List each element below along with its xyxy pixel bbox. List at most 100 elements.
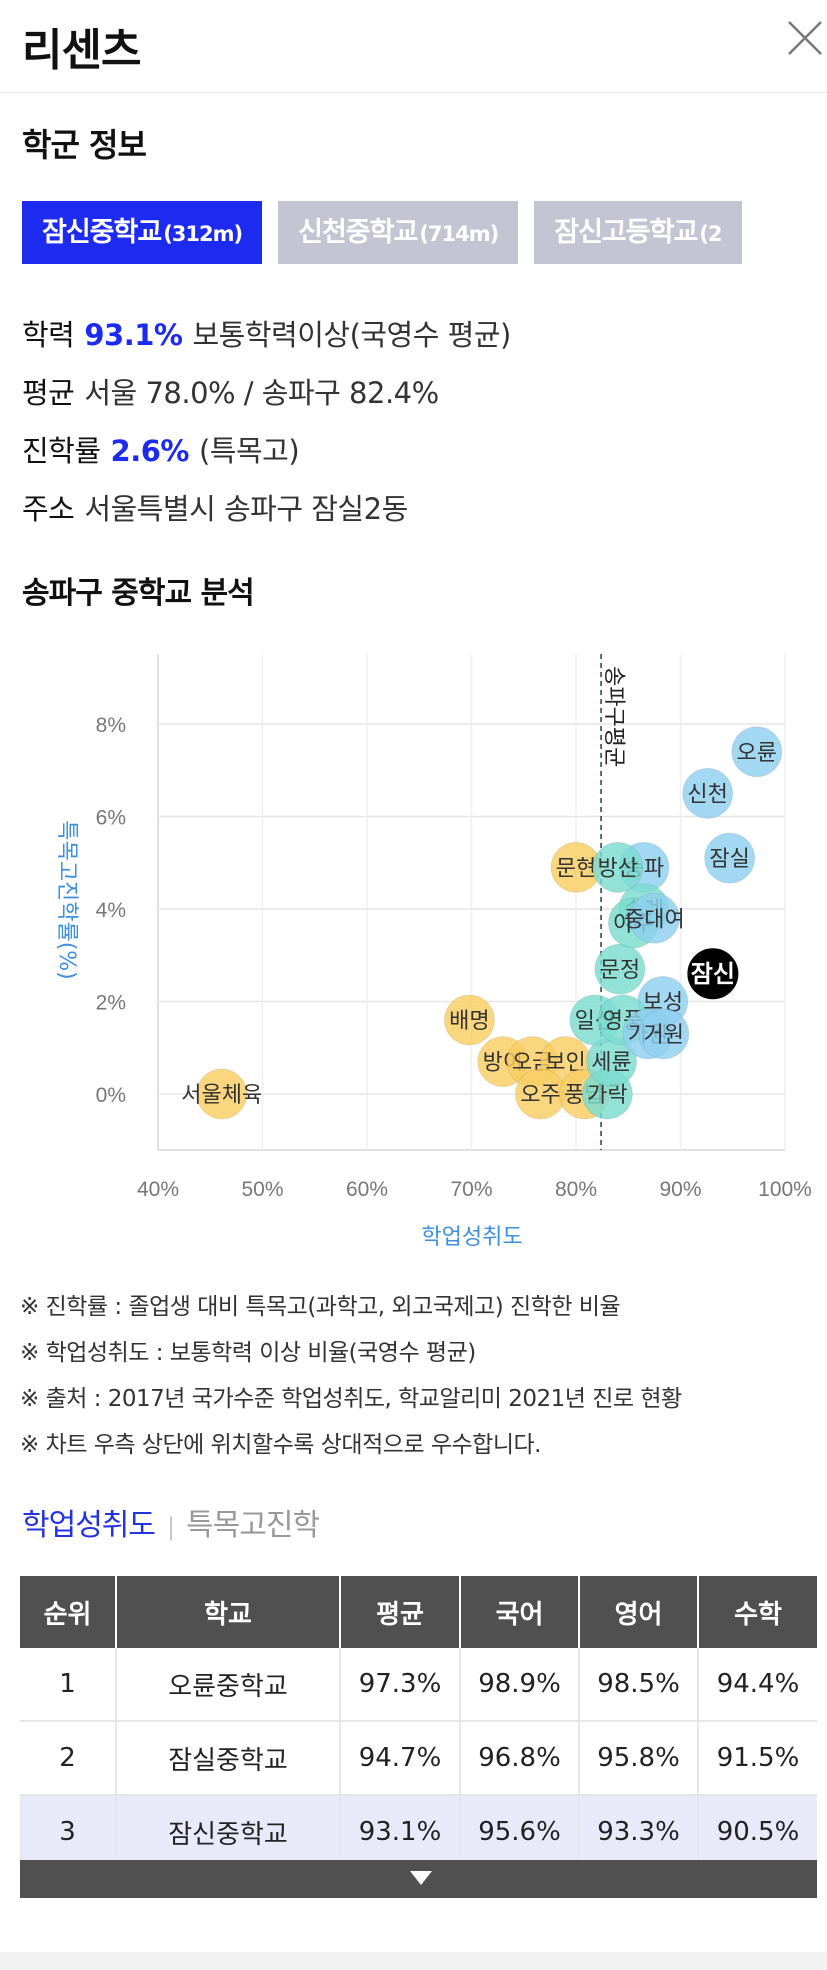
x-tick-label: 70% xyxy=(450,1178,492,1201)
page-title: 리센츠 xyxy=(22,25,141,76)
table-header: 순위 xyxy=(20,1576,117,1648)
tab-school-2[interactable]: 신천중학교(714m) xyxy=(278,201,519,264)
tab-school-name: 잠신고등학교 xyxy=(554,217,698,248)
data-point xyxy=(638,1008,690,1060)
table-cell: 잠실중학교 xyxy=(116,1721,341,1796)
section-title-analysis: 송파구 중학교 분석 xyxy=(22,576,255,611)
data-point xyxy=(443,994,495,1046)
advance-value: 2.6% xyxy=(110,434,190,468)
data-point-label: 잠실 xyxy=(709,847,749,872)
chevron-down-icon xyxy=(410,1871,432,1885)
footer-strip xyxy=(0,1952,827,1970)
table-cell: 94.4% xyxy=(698,1648,817,1722)
table-header: 영어 xyxy=(579,1576,699,1648)
achievement-value: 93.1% xyxy=(84,318,183,352)
y-tick-label: 0% xyxy=(96,1084,126,1107)
data-point-label: 잠신 xyxy=(691,960,735,988)
data-point xyxy=(628,892,680,944)
address-label: 주소 xyxy=(22,492,75,526)
average-label: 평균 xyxy=(22,376,75,410)
table-cell: 97.3% xyxy=(340,1648,461,1722)
achievement-desc: 보통학력이상(국영수 평균) xyxy=(192,318,511,352)
address-value: 서울특별시 송파구 잠실2동 xyxy=(84,492,408,526)
data-point xyxy=(196,1068,248,1120)
data-point-label: 문현 xyxy=(556,856,596,881)
tab-special-school[interactable]: 특목고진학 xyxy=(186,1508,320,1543)
table-cell: 91.5% xyxy=(698,1721,817,1796)
x-axis-title: 학업성취도 xyxy=(421,1225,522,1250)
table-cell: 오륜중학교 xyxy=(116,1648,341,1722)
table-cell: 잠신중학교 xyxy=(116,1795,341,1870)
table-header: 수학 xyxy=(698,1576,817,1648)
table-cell: 2 xyxy=(20,1721,117,1796)
table-header-row: 순위 학교 평균 국어 영어 수학 xyxy=(20,1576,817,1648)
tab-school-name: 신천중학교 xyxy=(298,217,418,248)
data-point-label: 신천 xyxy=(687,782,727,807)
data-point xyxy=(594,943,646,995)
section-title-school: 학군 정보 xyxy=(22,126,147,164)
y-tick-label: 8% xyxy=(96,714,126,737)
y-tick-label: 2% xyxy=(96,992,126,1015)
data-point xyxy=(682,767,734,819)
table-cell: 93.1% xyxy=(340,1795,461,1870)
table-cell: 90.5% xyxy=(698,1795,817,1870)
table-cell: 98.5% xyxy=(579,1648,699,1722)
tab-school-distance: (312m) xyxy=(163,222,243,246)
expand-table-button[interactable] xyxy=(20,1860,817,1898)
table-cell: 96.8% xyxy=(460,1721,580,1796)
table-header: 국어 xyxy=(460,1576,580,1648)
data-point-label: 오주 xyxy=(520,1083,560,1108)
data-point-label: 방산 xyxy=(598,856,638,881)
tab-school-distance: (714m) xyxy=(419,222,499,246)
info-achievement: 학력 93.1% 보통학력이상(국영수 평균) xyxy=(22,312,511,354)
note-item: ※ 진학률 : 졸업생 대비 특목고(과학고, 외고국제고) 진학한 비율 xyxy=(20,1294,621,1320)
info-advance: 진학률 2.6% (특목고) xyxy=(22,428,300,470)
table-cell: 1 xyxy=(20,1648,117,1722)
x-tick-label: 100% xyxy=(758,1178,812,1201)
notes: ※ 진학률 : 졸업생 대비 특목고(과학고, 외고국제고) 진학한 비율 ※ … xyxy=(20,1284,820,1468)
advance-label: 진학률 xyxy=(22,434,101,468)
data-point xyxy=(592,841,644,893)
data-point-label: 서울체육 xyxy=(181,1083,262,1108)
table-row: 1 오륜중학교 97.3% 98.9% 98.5% 94.4% xyxy=(20,1648,817,1722)
achievement-label: 학력 xyxy=(22,318,75,352)
note-item: ※ 출처 : 2017년 국가수준 학업성취도, 학교알리미 2021년 진로 … xyxy=(20,1386,682,1412)
tab-school-distance: (2 xyxy=(699,222,722,246)
close-icon[interactable] xyxy=(783,16,827,60)
reference-line-label: 송파구평균 xyxy=(601,666,626,767)
data-point xyxy=(704,832,756,884)
table-row: 2 잠실중학교 94.7% 96.8% 95.8% 91.5% xyxy=(20,1721,817,1796)
table-header: 학교 xyxy=(116,1576,341,1648)
ranking-tabs: 학업성취도 | 특목고진학 xyxy=(22,1500,320,1544)
table-cell: 3 xyxy=(20,1795,117,1870)
info-address: 주소 서울특별시 송파구 잠실2동 xyxy=(22,486,408,528)
header: 리센츠 xyxy=(0,0,827,93)
y-tick-label: 4% xyxy=(96,899,126,922)
x-tick-label: 90% xyxy=(659,1178,701,1201)
tab-achievement[interactable]: 학업성취도 xyxy=(22,1508,156,1543)
data-point-label: 가락 xyxy=(587,1083,627,1108)
school-tabs: 잠신중학교(312m) 신천중학교(714m) 잠신고등학교(2 xyxy=(22,201,827,264)
note-item: ※ 학업성취도 : 보통학력 이상 비율(국영수 평균) xyxy=(20,1340,476,1366)
x-tick-label: 40% xyxy=(137,1178,179,1201)
x-tick-label: 80% xyxy=(555,1178,597,1201)
info-average: 평균 서울 78.0% / 송파구 82.4% xyxy=(22,370,439,412)
note-item: ※ 차트 우측 상단에 위치할수록 상대적으로 우수합니다. xyxy=(20,1432,541,1458)
tab-separator: | xyxy=(167,1513,175,1541)
x-tick-label: 50% xyxy=(241,1178,283,1201)
tab-school-name: 잠신중학교 xyxy=(42,217,162,248)
x-tick-label: 60% xyxy=(346,1178,388,1201)
data-point-label: 오륜 xyxy=(737,741,777,766)
table-row-selected: 3 잠신중학교 93.1% 95.6% 93.3% 90.5% xyxy=(20,1795,817,1870)
tab-school-1[interactable]: 잠신중학교(312m) xyxy=(22,201,263,264)
table-cell: 95.8% xyxy=(579,1721,699,1796)
data-point-label: 세륜 xyxy=(591,1051,631,1076)
ranking-table: 순위 학교 평균 국어 영어 수학 1 오륜중학교 97.3% 98.9% 98… xyxy=(20,1576,817,1870)
y-tick-label: 6% xyxy=(96,807,126,830)
scatter-chart: 0% 2% 4% 6% 8% 40% 50% 60% 70% 80% 90% 100% 학업성취도 특목고… xyxy=(54,654,812,1250)
data-point-label: 중대여 xyxy=(624,907,685,932)
tab-school-3[interactable]: 잠신고등학교(2 xyxy=(534,201,742,264)
data-point xyxy=(687,948,739,1000)
table-cell: 98.9% xyxy=(460,1648,580,1722)
advance-desc: (특목고) xyxy=(198,434,300,468)
